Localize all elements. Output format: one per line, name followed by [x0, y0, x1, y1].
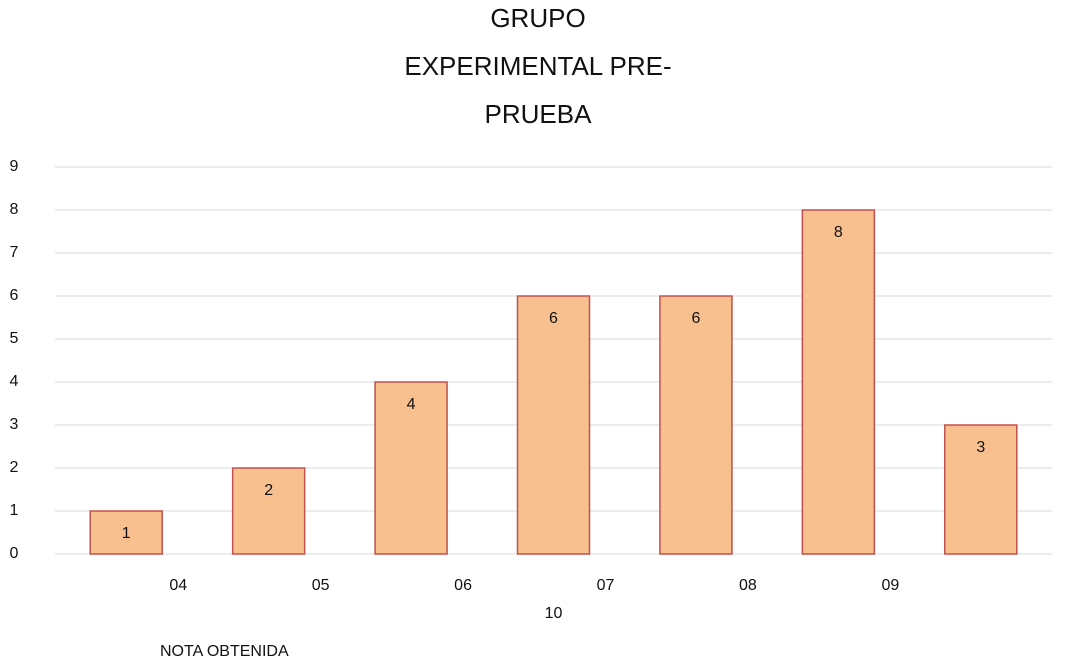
data-label: 1	[122, 525, 131, 542]
x-tick-label: 08	[739, 577, 757, 594]
chart-title: GRUPO	[490, 3, 585, 33]
y-tick-label: 9	[10, 158, 19, 175]
data-label: 6	[549, 310, 558, 327]
x-tick-label: 07	[597, 577, 615, 594]
y-tick-label: 7	[10, 244, 19, 261]
bar	[659, 295, 733, 555]
y-tick-label: 2	[10, 459, 19, 476]
bar	[516, 295, 591, 555]
x-tick-label: 09	[881, 577, 899, 594]
y-tick-label: 1	[10, 502, 19, 519]
data-label: 3	[976, 439, 985, 456]
chart-title: PRUEBA	[485, 99, 593, 129]
x-tick-label: 06	[454, 577, 472, 594]
y-tick-label: 3	[10, 416, 19, 433]
bar	[231, 467, 306, 555]
x-tick-label: 04	[169, 577, 187, 594]
y-tick-label: 4	[10, 373, 19, 390]
y-tick-label: 0	[10, 545, 19, 562]
x-axis-label: NOTA OBTENIDA	[160, 643, 289, 660]
y-tick-label: 6	[10, 287, 19, 304]
chart-title: EXPERIMENTAL PRE-	[404, 51, 671, 81]
y-tick-label: 8	[10, 201, 19, 218]
x-tick-label: 10	[545, 605, 563, 622]
data-label: 4	[407, 396, 416, 413]
data-label: 6	[691, 310, 700, 327]
data-label: 8	[834, 224, 843, 241]
y-tick-label: 5	[10, 330, 19, 347]
bar	[944, 424, 1018, 555]
data-label: 2	[264, 482, 273, 499]
x-tick-label: 05	[312, 577, 330, 594]
bar	[801, 209, 876, 555]
bar	[374, 381, 448, 555]
bar	[89, 510, 163, 555]
